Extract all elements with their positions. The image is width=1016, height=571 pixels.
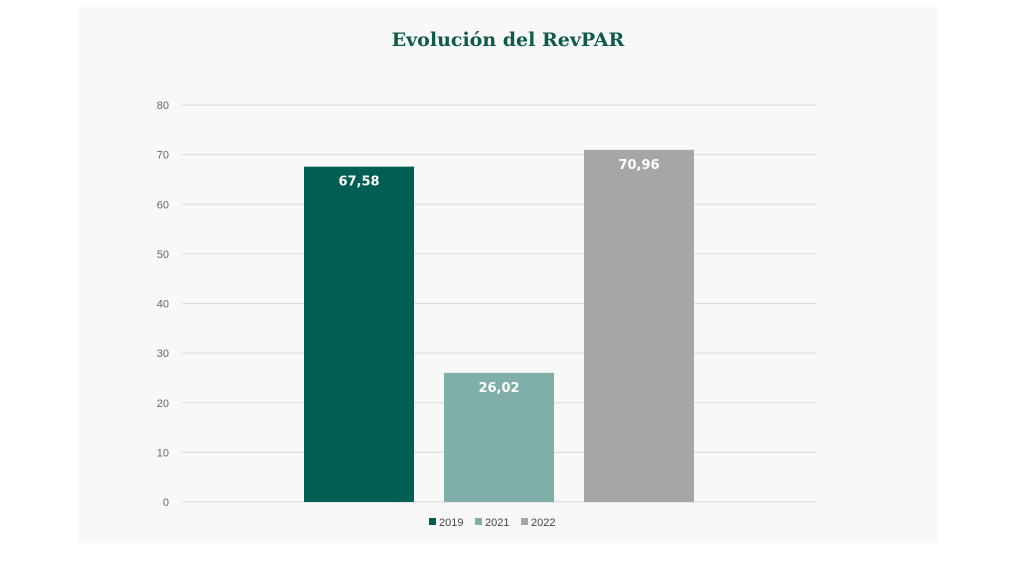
legend-label-2021: 2021	[485, 517, 509, 529]
data-label-2019: 67,58	[338, 175, 379, 190]
bar-2019	[304, 166, 414, 502]
y-tick-label: 40	[157, 299, 169, 311]
y-tick-label: 80	[157, 100, 169, 112]
legend-swatch-2022	[521, 518, 528, 525]
y-tick-label: 50	[157, 249, 169, 261]
bar-2021	[444, 372, 554, 502]
legend-label-2019: 2019	[439, 517, 463, 529]
y-tick-label: 60	[157, 199, 169, 211]
data-label-2022: 70,96	[618, 158, 659, 173]
legend-label-2022: 2022	[531, 517, 555, 529]
legend-swatch-2021	[475, 518, 482, 525]
y-tick-label: 0	[163, 497, 169, 509]
legend-swatch-2019	[429, 518, 436, 525]
y-tick-label: 70	[157, 150, 169, 162]
bar-chart: 0 10 20 30 40 50 60 70 80 67,58 26,02 70,96 2019 2021…	[157, 100, 816, 529]
data-label-2021: 26,02	[478, 381, 519, 396]
y-tick-label: 10	[157, 447, 169, 459]
bar-2022	[584, 149, 694, 502]
chart-title: Evolución del RevPAR	[391, 29, 625, 51]
chart-panel: Evolución del RevPAR 0 10 20 30 40 50 60 70 80 67…	[79, 7, 937, 543]
y-tick-label: 20	[157, 398, 169, 410]
y-tick-label: 30	[157, 348, 169, 360]
